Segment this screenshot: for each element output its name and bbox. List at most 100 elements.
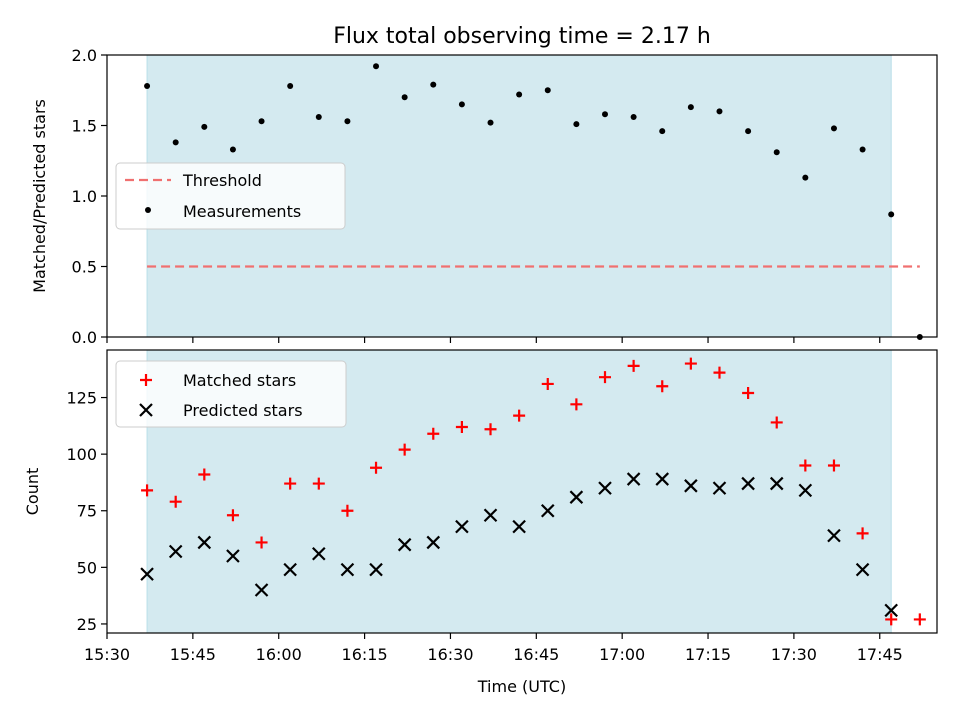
predicted-stars-point [626, 472, 641, 486]
predicted-stars-point [426, 535, 441, 550]
matched-stars-point [226, 509, 239, 522]
legend: Threshold Measurements [115, 162, 346, 230]
measurement-point [573, 121, 580, 128]
y-axis-label: Matched/Predicted stars [30, 99, 49, 293]
predicted-stars-point [598, 481, 612, 495]
predicted-stars-point [455, 519, 469, 534]
y-tick-label: 0.0 [72, 328, 97, 347]
predicted-stars-point [312, 546, 326, 561]
x-tick-label: 16:45 [513, 645, 559, 664]
predicted-stars-point [741, 476, 755, 491]
y-tick-label: 50 [77, 558, 97, 577]
x-tick-label: 17:15 [685, 645, 731, 664]
measurement-point [287, 83, 294, 90]
x-axis-label: Time (UTC) [477, 677, 566, 696]
y-tick-label: 125 [66, 389, 97, 408]
measurement-point [144, 83, 151, 90]
predicted-stars-point [140, 567, 154, 581]
predicted-stars-point [254, 583, 269, 597]
matched-stars-point [141, 484, 154, 497]
matched-stars-point [169, 495, 182, 508]
matched-stars-point [885, 613, 898, 626]
measurement-point [458, 101, 465, 108]
x-tick-label: 17:45 [857, 645, 903, 664]
measurement-point [373, 63, 380, 70]
measurement-point [229, 146, 236, 153]
measurement-point [859, 146, 866, 153]
predicted-stars-point [283, 562, 297, 577]
matched-stars-point [742, 387, 755, 400]
matched-stars-point [284, 477, 297, 490]
predicted-stars-point [168, 544, 183, 559]
y-axis-label: Count [23, 468, 42, 516]
predicted-stars-point [798, 483, 813, 498]
measurement-point [201, 123, 208, 130]
legend-measurements-swatch [145, 207, 151, 213]
matched-stars-point [913, 613, 926, 626]
predicted-stars-point [540, 503, 555, 518]
legend-measurements-label: Measurements [183, 202, 301, 221]
predicted-stars-point [226, 549, 240, 563]
matched-stars-point [427, 427, 440, 440]
matched-stars-point [455, 420, 468, 433]
legend-matched-swatch [140, 374, 152, 386]
legend-predicted-label: Predicted stars [183, 401, 303, 420]
predicted-stars-point [340, 562, 355, 577]
matched-stars-point [370, 461, 383, 474]
y-tick-label: 1.5 [72, 117, 97, 136]
measurement-point [687, 104, 694, 111]
predicted-stars-point [569, 490, 584, 504]
predicted-stars-point [197, 535, 212, 550]
predicted-stars-point [483, 508, 498, 523]
x-tick-label: 16:30 [427, 645, 473, 664]
axes-frame [106, 349, 938, 634]
y-tick-label: 2.0 [72, 46, 97, 65]
measurement-point [745, 128, 752, 135]
matched-stars-point [799, 459, 812, 472]
chart-title: Flux total observing time = 2.17 h [333, 24, 711, 49]
predicted-stars-point [769, 476, 784, 491]
measurement-point [516, 91, 523, 98]
predicted-stars-point [684, 479, 698, 493]
matched-stars-point [627, 359, 640, 372]
matched-stars-point [570, 398, 583, 411]
predicted-stars-point [827, 528, 841, 543]
matched-stars-point [255, 536, 268, 549]
measurement-point [430, 81, 437, 88]
predicted-stars-point [884, 603, 898, 618]
predicted-stars-point [855, 562, 870, 577]
measurement-point [773, 149, 780, 156]
measurement-point [401, 94, 408, 101]
measurement-point [802, 174, 809, 181]
predicted-stars-point [512, 519, 526, 534]
x-tick-label: 16:00 [256, 645, 302, 664]
x-tick-label: 17:00 [599, 645, 645, 664]
matched-stars-point [198, 468, 211, 481]
measurement-point [544, 87, 551, 94]
x-tick-label: 15:30 [84, 645, 130, 664]
predicted-stars-point [655, 472, 670, 486]
matched-stars-point [513, 409, 526, 422]
count-panel: 25 50 75 100 125 15:30 15:45 16:00 16:15 16:30 16:… [23, 349, 938, 664]
measurement-point [344, 118, 351, 125]
matched-stars-point [541, 377, 554, 390]
matched-stars-point [684, 357, 697, 370]
legend-threshold-label: Threshold [182, 171, 262, 190]
x-tick-label: 17:30 [771, 645, 817, 664]
matched-stars-point [599, 371, 611, 384]
measurement-point [830, 125, 837, 132]
measurement-point [315, 114, 322, 121]
matched-stars-point [713, 366, 726, 379]
y-tick-label: 0.5 [72, 258, 97, 277]
matched-stars-point [398, 443, 411, 456]
measurement-point [487, 119, 494, 126]
y-tick-label: 25 [77, 615, 97, 634]
matched-stars-point [341, 504, 354, 517]
matched-stars-point [827, 459, 840, 472]
y-tick-label: 75 [77, 502, 97, 521]
legend-box [115, 360, 347, 428]
measurement-point [258, 118, 265, 125]
predicted-stars-point [397, 537, 412, 552]
measurement-point [172, 139, 179, 146]
